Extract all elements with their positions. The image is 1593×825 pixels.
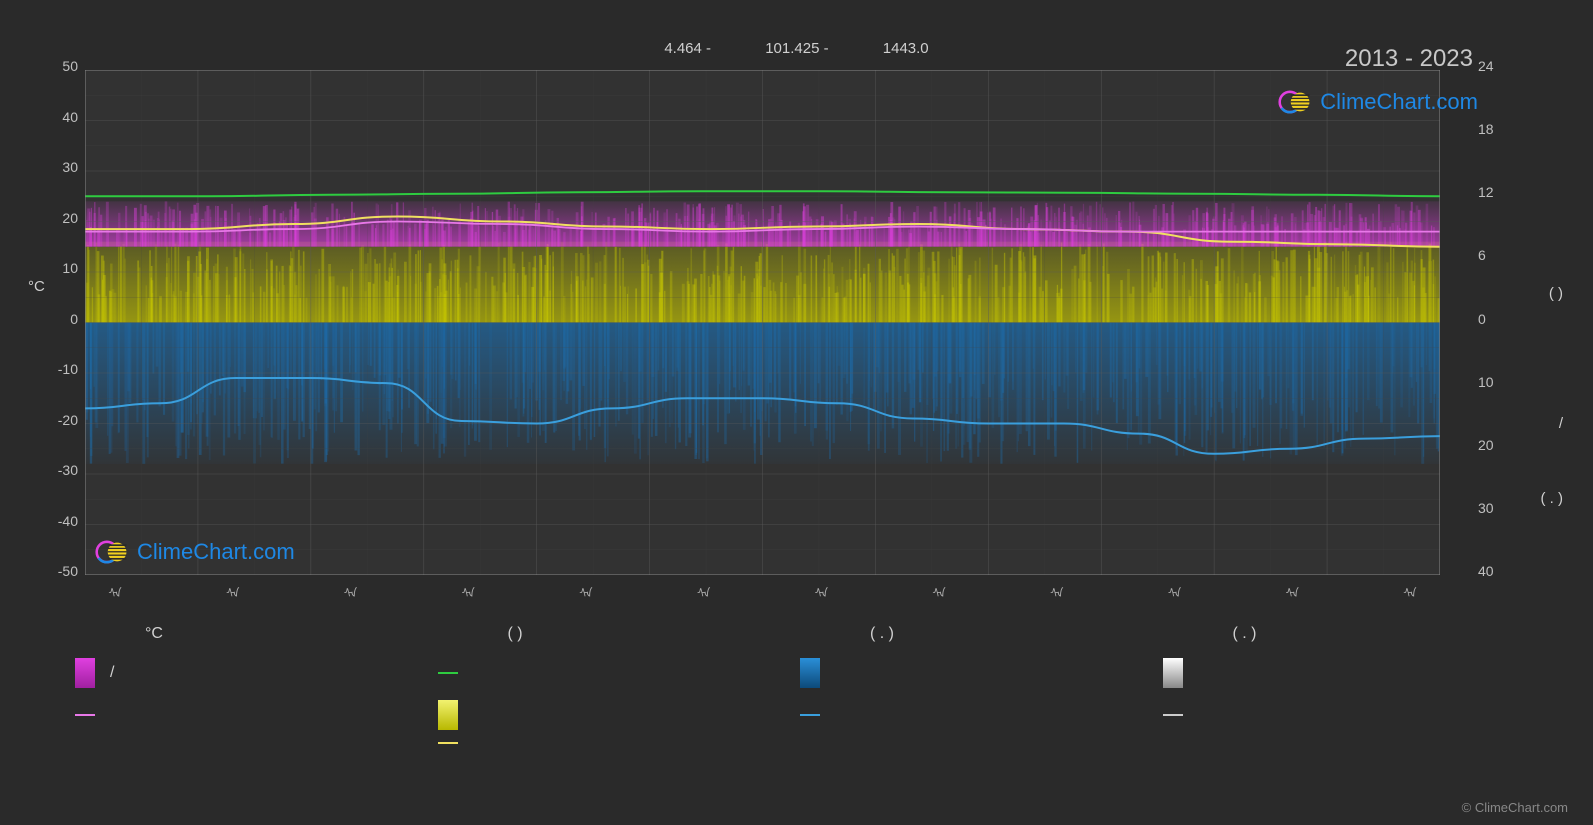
x-tick: ᠰᠠ bbox=[203, 580, 263, 600]
legend: °C ( ) ( . ) ( . ) / bbox=[75, 625, 1525, 756]
y-tick-left: 20 bbox=[62, 210, 78, 226]
y-tick-left: -30 bbox=[58, 462, 78, 478]
logo-icon bbox=[1278, 85, 1312, 119]
copyright: © ClimeChart.com bbox=[1462, 800, 1568, 815]
y-tick-left: -10 bbox=[58, 361, 78, 377]
legend-cell bbox=[1163, 700, 1526, 730]
legend-label: / bbox=[110, 664, 114, 682]
legend-body: / bbox=[75, 658, 1525, 744]
legend-cell bbox=[800, 658, 1163, 688]
chart-area bbox=[85, 70, 1440, 575]
legend-swatch-line bbox=[800, 714, 820, 716]
logo-top: ClimeChart.com bbox=[1278, 85, 1478, 119]
legend-swatch-line bbox=[75, 714, 95, 716]
legend-row bbox=[75, 700, 1525, 730]
legend-header-0: °C bbox=[75, 625, 438, 643]
legend-cell bbox=[800, 742, 1163, 744]
y-tick-right: 6 bbox=[1478, 247, 1486, 263]
y-tick-left: -50 bbox=[58, 563, 78, 579]
x-tick: ᠰᠠ bbox=[320, 580, 380, 600]
legend-swatch-box bbox=[75, 658, 95, 688]
legend-row bbox=[75, 742, 1525, 744]
y-tick-left: -20 bbox=[58, 412, 78, 428]
x-ticks: ᠰᠠ ᠰᠠ ᠰᠠ ᠰᠠ ᠰᠠ ᠰᠠ ᠰᠠ ᠰᠠ ᠰᠠ ᠰᠠ ᠰᠠ ᠰᠠ bbox=[85, 580, 1440, 600]
legend-row: / bbox=[75, 658, 1525, 688]
legend-header-1: ( ) bbox=[438, 625, 801, 643]
x-tick: ᠰᠠ bbox=[556, 580, 616, 600]
legend-header-3: ( . ) bbox=[1163, 625, 1526, 643]
y-tick-left: -40 bbox=[58, 513, 78, 529]
y-tick-left: 30 bbox=[62, 159, 78, 175]
legend-cell: / bbox=[75, 658, 438, 688]
chart-svg bbox=[85, 70, 1440, 575]
legend-swatch-box bbox=[800, 658, 820, 688]
legend-cell bbox=[800, 700, 1163, 730]
y-axis-right-label-1: ( ) bbox=[1549, 285, 1563, 302]
y-tick-left: 0 bbox=[70, 311, 78, 327]
y-axis-right-label-2: / bbox=[1559, 415, 1563, 432]
y-tick-right-bot: 40 bbox=[1478, 563, 1494, 579]
year-range: 2013 - 2023 bbox=[1345, 45, 1473, 73]
legend-cell bbox=[1163, 658, 1526, 688]
legend-swatch-line bbox=[438, 742, 458, 744]
coord-lat: 4.464 - bbox=[664, 40, 711, 57]
x-tick: ᠰᠠ bbox=[1262, 580, 1322, 600]
logo-icon bbox=[95, 535, 129, 569]
y-tick-right: 18 bbox=[1478, 121, 1494, 137]
y-tick-left: 50 bbox=[62, 58, 78, 74]
coord-lon: 101.425 - bbox=[765, 40, 828, 57]
legend-cell bbox=[438, 742, 801, 744]
legend-header-2: ( . ) bbox=[800, 625, 1163, 643]
legend-swatch-line bbox=[1163, 714, 1183, 716]
logo-text: ClimeChart.com bbox=[137, 539, 295, 565]
x-tick: ᠰᠠ bbox=[1027, 580, 1087, 600]
y-tick-right: 12 bbox=[1478, 184, 1494, 200]
y-tick-left: 10 bbox=[62, 260, 78, 276]
legend-swatch-line bbox=[438, 672, 458, 674]
logo-bottom: ClimeChart.com bbox=[95, 535, 295, 569]
x-tick: ᠰᠠ bbox=[674, 580, 734, 600]
legend-cell bbox=[438, 700, 801, 730]
legend-cell bbox=[75, 700, 438, 730]
x-tick: ᠰᠠ bbox=[85, 580, 145, 600]
x-tick: ᠰᠠ bbox=[438, 580, 498, 600]
x-tick: ᠰᠠ bbox=[1144, 580, 1204, 600]
x-tick: ᠰᠠ bbox=[791, 580, 851, 600]
legend-cell bbox=[1163, 742, 1526, 744]
y-tick-right: 0 bbox=[1478, 311, 1486, 327]
legend-headers: °C ( ) ( . ) ( . ) bbox=[75, 625, 1525, 643]
legend-cell bbox=[75, 742, 438, 744]
x-tick: ᠰᠠ bbox=[909, 580, 969, 600]
y-tick-right-bot: 30 bbox=[1478, 500, 1494, 516]
y-axis-left-label: °C bbox=[28, 278, 45, 295]
y-tick-right: 24 bbox=[1478, 58, 1494, 74]
legend-swatch-box bbox=[1163, 658, 1183, 688]
coord-elev: 1443.0 bbox=[883, 40, 929, 57]
legend-swatch-box bbox=[438, 700, 458, 730]
y-tick-left: 40 bbox=[62, 109, 78, 125]
y-axis-right-label-3: ( . ) bbox=[1541, 490, 1564, 507]
logo-text: ClimeChart.com bbox=[1320, 89, 1478, 115]
legend-cell bbox=[438, 658, 801, 688]
y-tick-right-bot: 10 bbox=[1478, 374, 1494, 390]
y-tick-right-bot: 20 bbox=[1478, 437, 1494, 453]
x-tick: ᠰᠠ bbox=[1380, 580, 1440, 600]
